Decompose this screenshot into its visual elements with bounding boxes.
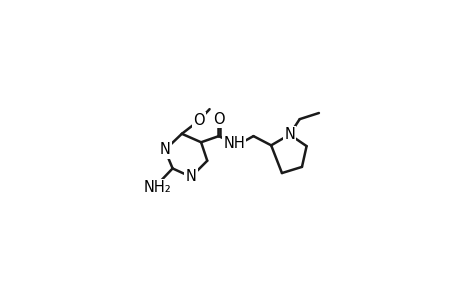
Text: O: O	[193, 113, 204, 128]
Text: N: N	[185, 169, 196, 184]
Text: O: O	[213, 112, 224, 127]
Text: N: N	[159, 142, 170, 158]
Text: NH₂: NH₂	[143, 180, 171, 195]
Text: N: N	[284, 127, 294, 142]
Text: NH: NH	[223, 136, 245, 151]
